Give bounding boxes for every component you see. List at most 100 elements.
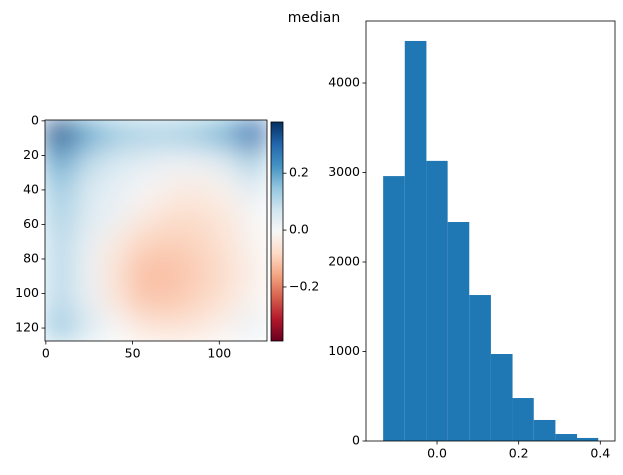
heatmap-cell xyxy=(128,230,157,259)
heatmap-cell xyxy=(239,313,267,341)
heatmap-cell xyxy=(239,120,267,149)
heatmap-cell xyxy=(100,258,129,287)
heatmap-cell xyxy=(100,147,129,176)
heatmap-cell xyxy=(211,285,240,314)
y-tick-label: 0 xyxy=(352,433,360,448)
heatmap-cell xyxy=(156,285,185,314)
heatmap-cell xyxy=(183,285,212,314)
heatmap-cell xyxy=(45,230,74,259)
heatmap-cell xyxy=(211,147,240,176)
figure-title: median xyxy=(288,10,340,26)
heatmap-cell xyxy=(211,313,240,341)
histogram-bar xyxy=(447,222,470,441)
histogram-bar xyxy=(490,354,513,441)
heatmap-cell xyxy=(128,147,157,176)
axes-frame xyxy=(365,20,616,442)
heatmap-cell xyxy=(128,120,157,149)
heatmap-cell xyxy=(72,120,101,149)
heatmap-cell xyxy=(72,175,101,204)
heatmap-cell xyxy=(128,285,157,314)
heatmap-cell xyxy=(45,175,74,204)
heatmap-cell xyxy=(72,285,101,314)
x-tick-label: 0.4 xyxy=(590,446,610,461)
heatmap-cell xyxy=(183,120,212,149)
colorbar-tick-label: −0.2 xyxy=(289,278,319,293)
x-tick-label: 100 xyxy=(207,346,231,361)
heatmap-cell xyxy=(156,147,185,176)
y-tick-label: 2000 xyxy=(328,254,360,269)
heatmap-cell xyxy=(156,120,185,149)
heatmap-cell xyxy=(156,202,185,231)
heatmap-cell xyxy=(128,313,157,341)
y-tick-label: 100 xyxy=(15,285,39,300)
heatmap-cell xyxy=(183,147,212,176)
heatmap-cell xyxy=(100,230,129,259)
histogram-bar xyxy=(469,295,491,441)
heatmap-cell xyxy=(239,175,267,204)
heatmap-cell xyxy=(211,175,240,204)
heatmap-cell xyxy=(72,258,101,287)
heatmap-cell xyxy=(100,285,129,314)
histogram-bar xyxy=(404,40,427,441)
heatmap-cell xyxy=(239,202,267,231)
colorbar-tick-label: 0.0 xyxy=(289,222,309,237)
heatmap-cell xyxy=(183,175,212,204)
x-tick-label: 50 xyxy=(125,346,141,361)
heatmap-cell xyxy=(45,258,74,287)
y-tick-label: 60 xyxy=(23,216,39,231)
heatmap-image xyxy=(45,120,267,341)
heatmap-cell xyxy=(45,120,74,149)
histogram-bar xyxy=(533,419,556,441)
heatmap-cell xyxy=(72,202,101,231)
y-tick-label: 40 xyxy=(23,181,39,196)
histogram-bar xyxy=(577,437,599,441)
y-tick-label: 4000 xyxy=(328,75,360,90)
heatmap-cell xyxy=(239,230,267,259)
heatmap-cells xyxy=(45,120,267,341)
heatmap-cell xyxy=(156,258,185,287)
heatmap-cell xyxy=(211,120,240,149)
heatmap-cell xyxy=(211,202,240,231)
y-tick-label: 80 xyxy=(23,250,39,265)
y-tick-label: 0 xyxy=(31,112,39,127)
heatmap-cell xyxy=(45,147,74,176)
heatmap-cell xyxy=(72,147,101,176)
heatmap-cell xyxy=(211,230,240,259)
heatmap-cell xyxy=(211,258,240,287)
heatmap-cell xyxy=(72,230,101,259)
heatmap-cell xyxy=(156,313,185,341)
heatmap-cell xyxy=(128,175,157,204)
heatmap-cell xyxy=(45,285,74,314)
heatmap-cell xyxy=(183,202,212,231)
axes-frame xyxy=(44,119,268,342)
histogram-bar xyxy=(426,160,448,441)
heatmap-cell xyxy=(239,258,267,287)
heatmap-cell xyxy=(100,202,129,231)
y-tick-label: 20 xyxy=(23,147,39,162)
heatmap-cell xyxy=(128,202,157,231)
x-tick-label: 0.0 xyxy=(427,446,447,461)
heatmap-cell xyxy=(183,258,212,287)
heatmap-cell xyxy=(45,202,74,231)
colorbar xyxy=(271,122,283,341)
heatmap-cell xyxy=(156,175,185,204)
histogram-bar xyxy=(512,398,534,441)
histogram-bar xyxy=(383,176,405,441)
y-tick-label: 3000 xyxy=(328,164,360,179)
y-tick-label: 120 xyxy=(15,320,39,335)
histogram-bar xyxy=(555,434,578,441)
heatmap-cell xyxy=(45,313,74,341)
heatmap-cell xyxy=(239,147,267,176)
heatmap-cell xyxy=(100,175,129,204)
heatmap-cell xyxy=(239,285,267,314)
heatmap-cell xyxy=(100,313,129,341)
heatmap-cell xyxy=(72,313,101,341)
heatmap-cell xyxy=(128,258,157,287)
x-tick-label: 0.2 xyxy=(509,446,529,461)
heatmap-cell xyxy=(183,313,212,341)
heatmap-cell xyxy=(100,120,129,149)
heatmap-cell xyxy=(183,230,212,259)
colorbar-frame xyxy=(270,121,284,342)
